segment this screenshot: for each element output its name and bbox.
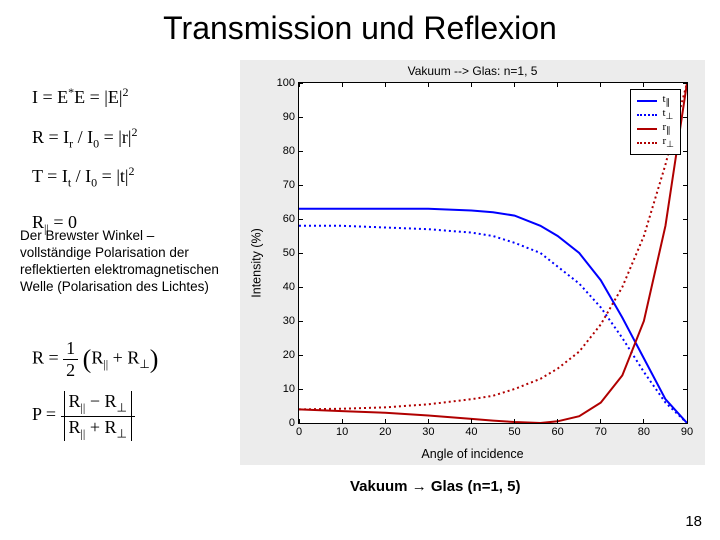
chart-caption: Vakuum → Glas (n=1, 5) [350, 478, 520, 495]
y-axis-label: Intensity (%) [248, 60, 266, 465]
legend: t∥t⊥r∥r⊥ [630, 89, 681, 155]
chart-title: Vakuum --> Glas: n=1, 5 [240, 64, 705, 78]
slide-title: Transmission und Reflexion [0, 10, 720, 47]
formula-block-2: R = 12 (R|| + R⊥) P = R|| − R⊥ R|| + R⊥ [32, 338, 242, 441]
chart-container: Vakuum --> Glas: n=1, 5 Intensity (%) An… [240, 60, 705, 465]
formula-block-1: I = E*E = |E|2 R = Ir / I0 = |r|2 T = It… [32, 78, 232, 242]
page-number: 18 [685, 513, 702, 530]
x-axis-label: Angle of incidence [240, 447, 705, 461]
brewster-note: Der Brewster Winkel – vollständige Polar… [20, 228, 220, 296]
plot-area: t∥t⊥r∥r⊥ 0102030405060708090100010203040… [298, 82, 688, 424]
